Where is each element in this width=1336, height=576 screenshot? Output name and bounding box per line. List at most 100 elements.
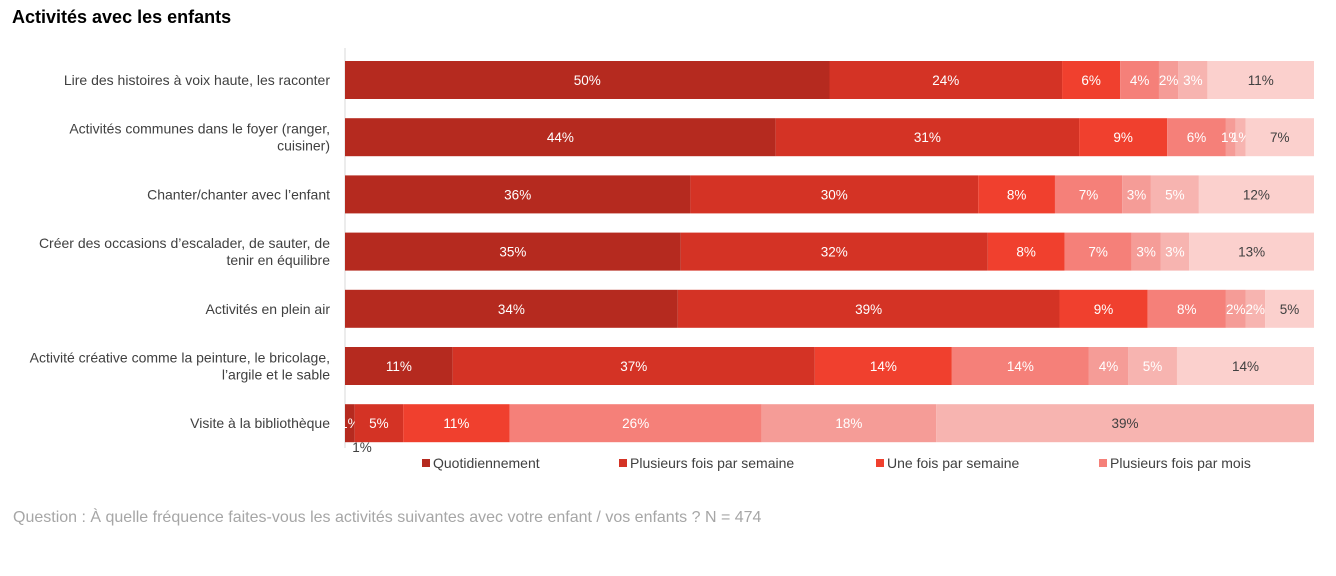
bar-segment [1167, 118, 1226, 157]
bar-segment [1225, 289, 1246, 328]
bar-segment [761, 404, 937, 443]
bar-segment [1245, 289, 1266, 328]
data-label: 44% [547, 130, 574, 145]
legend-label: Une fois par semaine [887, 455, 1020, 471]
data-label: 14% [870, 359, 897, 374]
legend-swatch [422, 459, 430, 467]
data-label: 7% [1270, 130, 1290, 145]
category-label: tenir en équilibre [226, 252, 330, 268]
data-label: 1% [352, 440, 372, 455]
data-label: 24% [932, 73, 959, 88]
legend-label: Plusieurs fois par mois [1110, 455, 1251, 471]
legend-label: Plusieurs fois par semaine [630, 455, 794, 471]
data-label: 3% [1136, 245, 1156, 260]
bar-segment [677, 289, 1060, 328]
bar-segment [1120, 61, 1159, 99]
bar-segment [1147, 289, 1226, 328]
bar-segment [1088, 347, 1129, 385]
data-label: 39% [855, 302, 882, 317]
bar-segment [1131, 232, 1161, 271]
data-label: 5% [369, 416, 389, 431]
data-label: 3% [1183, 73, 1203, 88]
data-label: 11% [443, 416, 469, 431]
bar-segment [345, 232, 681, 271]
bar-segment [814, 347, 952, 385]
data-label: 39% [1112, 416, 1139, 431]
bar-segment [1150, 175, 1199, 214]
bar-segment [452, 347, 815, 385]
data-label: 2% [1159, 73, 1179, 88]
bar-segment [1189, 232, 1314, 271]
bar-segment [345, 347, 453, 385]
data-label: 14% [1007, 359, 1034, 374]
bar-segment [1245, 118, 1314, 157]
bar-segment [1176, 347, 1314, 385]
data-label: 6% [1187, 130, 1207, 145]
bar-segment [509, 404, 762, 443]
data-label: 32% [821, 245, 848, 260]
bar-segment [1225, 118, 1236, 157]
category-label: Activité créative comme la peinture, le … [30, 350, 330, 366]
bar-segment [978, 175, 1055, 214]
data-label: 2% [1226, 302, 1246, 317]
data-label: 13% [1238, 245, 1265, 260]
bar-segment [403, 404, 510, 443]
data-label: 1% [1231, 130, 1251, 145]
bar-segment [1064, 232, 1132, 271]
legend-swatch [619, 459, 627, 467]
bar-segment [1158, 61, 1179, 99]
data-label: 3% [1127, 187, 1147, 202]
category-label: Activités en plein air [205, 301, 330, 317]
data-label: 12% [1243, 187, 1270, 202]
data-label: 9% [1094, 302, 1114, 317]
bar-segment [829, 61, 1063, 99]
bar-segment [936, 404, 1314, 443]
stacked-bar-chart: Lire des histoires à voix haute, les rac… [30, 48, 1314, 471]
data-label: 5% [1143, 359, 1163, 374]
data-label: 4% [1099, 359, 1119, 374]
category-label: l’argile et le sable [222, 367, 330, 383]
data-label: 3% [1165, 245, 1185, 260]
data-label: 5% [1165, 187, 1185, 202]
bar-segment [1178, 61, 1208, 99]
data-label: 34% [498, 302, 525, 317]
data-label: 2% [1246, 302, 1266, 317]
data-label: 11% [1248, 73, 1274, 88]
data-label: 36% [504, 187, 531, 202]
bar-segment [690, 175, 979, 214]
data-label: 18% [835, 416, 862, 431]
bar-segment [1198, 175, 1314, 214]
bar-segment [1054, 175, 1123, 214]
category-label: Lire des histoires à voix haute, les rac… [64, 72, 330, 88]
bar-segment [1079, 118, 1168, 157]
bar-segment [1265, 289, 1314, 328]
data-label: 9% [1113, 130, 1133, 145]
bar-segment [354, 404, 404, 443]
bar-segment [680, 232, 988, 271]
bar-segment [345, 118, 776, 157]
data-label: 4% [1130, 73, 1150, 88]
bar-segment [1122, 175, 1151, 214]
data-label: 11% [386, 359, 412, 374]
bar-segment [1059, 289, 1148, 328]
bar-segment [1235, 118, 1246, 157]
bar-segment [345, 175, 691, 214]
bar-segment [1160, 232, 1190, 271]
data-label: 37% [620, 359, 647, 374]
data-label: 8% [1016, 245, 1036, 260]
chart-title: Activités avec les enfants [12, 7, 232, 27]
category-label: Activités communes dans le foyer (ranger… [69, 121, 330, 137]
bar-segment [345, 404, 355, 443]
question-note: Question : À quelle fréquence faites-vou… [13, 509, 762, 526]
bar-segment [951, 347, 1089, 385]
category-label: Visite à la bibliothèque [190, 415, 330, 431]
legend-swatch [876, 459, 884, 467]
data-label: 26% [622, 416, 649, 431]
bar-segment [1062, 61, 1121, 99]
data-label: 14% [1232, 359, 1259, 374]
data-label: 30% [821, 187, 848, 202]
bar-segment [1128, 347, 1177, 385]
data-label: 7% [1079, 187, 1099, 202]
data-label: 6% [1081, 73, 1101, 88]
data-label: 8% [1177, 302, 1197, 317]
